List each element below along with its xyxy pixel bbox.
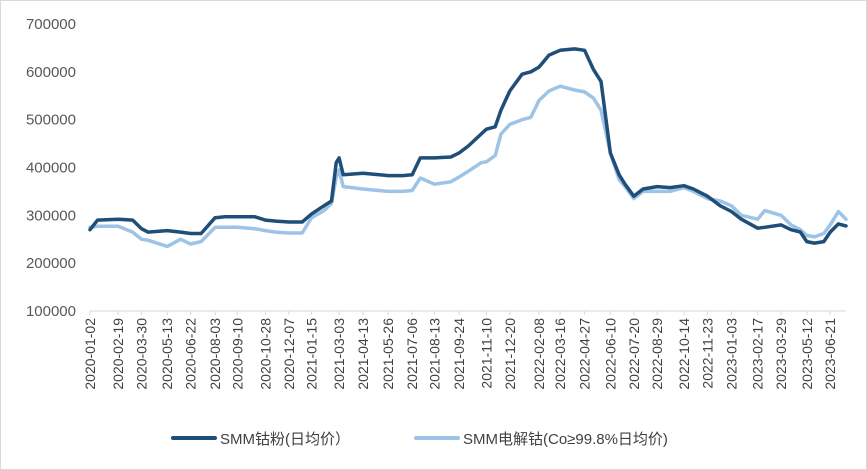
x-tick-label: 2021-09-24 <box>451 318 467 390</box>
x-tick-label: 2021-12-20 <box>502 318 518 390</box>
x-tick-label: 2023-05-12 <box>799 318 815 390</box>
series-line-1 <box>88 47 848 245</box>
y-tick-label: 100000 <box>26 303 76 320</box>
legend-label-series-2: SMM电解钴(Co≥99.8%日均价) <box>463 431 668 448</box>
x-tick-label: 2022-04-27 <box>577 318 593 390</box>
legend-label-series-1: SMM钴粉(日均价） <box>220 431 350 448</box>
x-tick-label: 2020-05-13 <box>159 318 175 390</box>
x-tick-label: 2020-06-22 <box>183 318 199 390</box>
y-tick-label: 200000 <box>26 255 76 272</box>
x-axis: 2020-01-02 2020-02-19 2020-03-30 2020-05-13… <box>82 310 846 390</box>
x-tick-label: 2020-10-28 <box>257 318 273 390</box>
x-tick-label: 2021-01-15 <box>304 318 320 390</box>
x-tick-label: 2023-01-03 <box>723 318 739 390</box>
x-tick-label: 2020-02-19 <box>110 318 126 390</box>
x-tick-label: 2021-05-26 <box>380 318 396 390</box>
x-tick-label: 2020-09-10 <box>229 318 245 390</box>
series-line-2 <box>88 84 848 249</box>
x-tick-label: 2022-08-29 <box>649 318 665 390</box>
x-tick-label: 2022-10-14 <box>676 318 692 390</box>
x-tick-label: 2020-12-07 <box>281 318 297 390</box>
x-tick-label: 2022-11-23 <box>699 318 715 389</box>
x-tick-label: 2021-07-06 <box>404 318 420 390</box>
x-tick-label: 2022-02-08 <box>531 318 547 390</box>
x-tick-label: 2022-07-20 <box>626 318 642 390</box>
y-axis: 100000 200000 300000 400000 500000 600000 7000… <box>26 16 76 320</box>
y-tick-label: 400000 <box>26 160 76 177</box>
x-tick-label: 2021-04-13 <box>355 318 371 390</box>
y-tick-label: 300000 <box>26 207 76 224</box>
plot-area <box>88 47 848 249</box>
y-tick-label: 600000 <box>26 64 76 81</box>
x-tick-label: 2023-03-29 <box>773 318 789 390</box>
x-tick-label: 2021-08-13 <box>426 318 442 390</box>
y-tick-label: 700000 <box>26 16 76 33</box>
legend: SMM钴粉(日均价） SMM电解钴(Co≥99.8%日均价) <box>171 431 668 448</box>
x-tick-label: 2023-02-17 <box>750 318 766 390</box>
x-tick-label: 2020-08-03 <box>207 318 223 390</box>
y-tick-label: 500000 <box>26 112 76 129</box>
x-tick-label: 2020-03-30 <box>133 318 149 390</box>
x-tick-label: 2021-11-10 <box>478 318 494 389</box>
x-tick-label: 2020-01-02 <box>82 318 98 390</box>
x-tick-label: 2021-03-03 <box>331 318 347 390</box>
x-tick-label: 2022-03-16 <box>552 318 568 390</box>
x-tick-label: 2023-06-21 <box>822 318 838 390</box>
x-tick-label: 2022-06-10 <box>602 318 618 390</box>
